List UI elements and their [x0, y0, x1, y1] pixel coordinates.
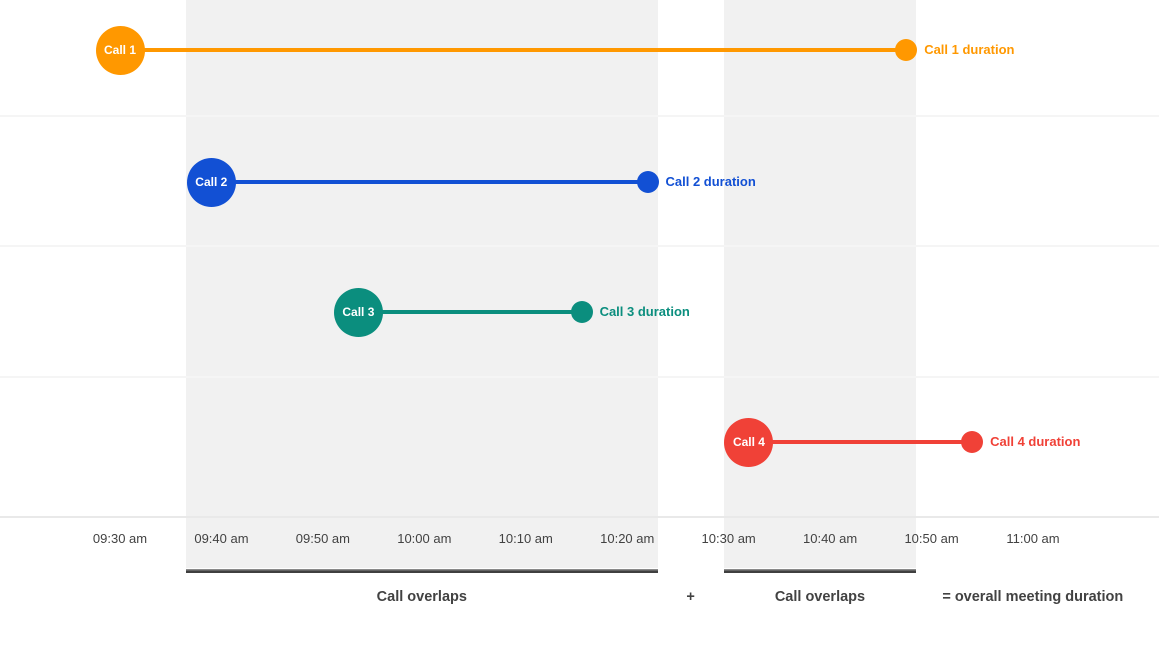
call-end-circle: [570, 301, 593, 323]
time-axis-tick: 10:10 am: [498, 531, 553, 546]
call-overlaps-label: Call overlaps: [376, 589, 467, 605]
time-axis-tick: 10:50 am: [904, 531, 959, 546]
call-start-circle: Call 2: [186, 157, 236, 207]
call-duration-line: [358, 310, 582, 314]
call-duration-label: Call 4 duration: [990, 434, 1081, 449]
call-label: Call 1: [103, 43, 136, 57]
overlap-bracket: [723, 569, 917, 573]
call-duration-line: [211, 180, 648, 184]
call-duration-label: Call 2 duration: [665, 174, 756, 189]
call-overlap-region: [723, 0, 917, 568]
call-overlaps-label: Call overlaps: [774, 589, 866, 605]
call-label: Call 3: [342, 305, 375, 319]
time-axis-tick: 10:20 am: [600, 531, 655, 546]
call-label: Call 4: [732, 435, 765, 449]
axis-baseline: [0, 516, 1159, 518]
gridline: [0, 376, 1159, 378]
time-axis-tick: 09:50 am: [295, 531, 350, 546]
overlap-bracket: [185, 569, 658, 573]
call-label: Call 2: [195, 175, 228, 189]
gridline: [0, 245, 1159, 247]
call-start-circle: Call 3: [333, 287, 383, 337]
call-end-circle: [636, 171, 659, 193]
time-axis-tick: 10:30 am: [701, 531, 756, 546]
call-duration-line: [120, 48, 907, 52]
time-axis-tick: 09:30 am: [92, 531, 148, 546]
time-axis-tick: 09:40 am: [194, 531, 249, 546]
call-start-circle: Call 1: [95, 25, 145, 75]
time-axis-tick: 11:00 am: [1006, 531, 1060, 546]
time-axis-tick: 10:00 am: [397, 531, 452, 546]
plus-sign: +: [686, 589, 695, 605]
gridline: [0, 115, 1159, 117]
call-duration-label: Call 3 duration: [599, 304, 690, 319]
call-start-circle: Call 4: [724, 417, 774, 467]
call-overlap-region: [185, 0, 658, 568]
time-axis-tick: 10:40 am: [803, 531, 858, 546]
call-end-circle: [895, 39, 918, 61]
call-duration-label: Call 1 duration: [924, 42, 1015, 57]
call-duration-line: [748, 440, 973, 444]
overall-meeting-duration-label: = overall meeting duration: [942, 589, 1124, 605]
call-end-circle: [961, 431, 984, 453]
